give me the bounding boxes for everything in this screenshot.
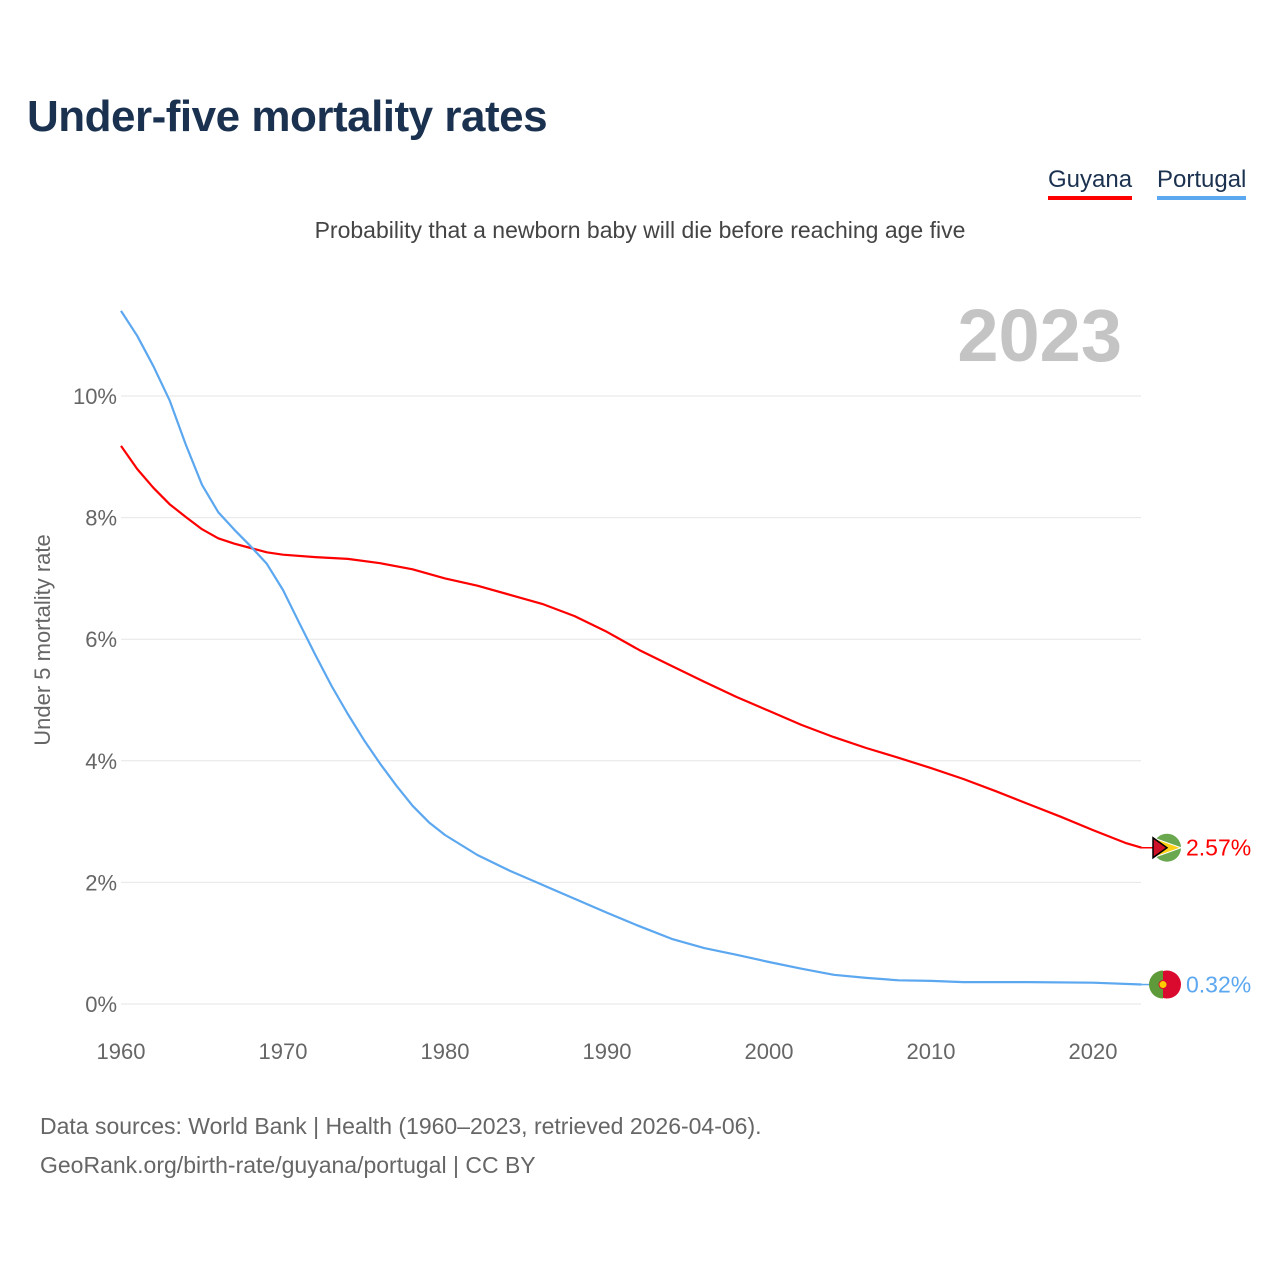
- series-line-portugal: [120, 310, 1142, 986]
- chart-title: Under-five mortality rates: [27, 92, 548, 141]
- year-label: 2023: [957, 294, 1122, 377]
- y-tick-label: 6%: [85, 627, 117, 652]
- x-tick-label: 1960: [97, 1039, 146, 1064]
- flag-part: [1152, 836, 1169, 860]
- x-tick-label: 2000: [745, 1039, 794, 1064]
- y-tick-label: 0%: [85, 992, 117, 1017]
- chart-subtitle: Probability that a newborn baby will die…: [314, 217, 966, 243]
- x-tick-label: 1990: [583, 1039, 632, 1064]
- x-tick-label: 2020: [1069, 1039, 1118, 1064]
- y-tick-label: 8%: [85, 506, 117, 531]
- flag-part: [1158, 980, 1168, 990]
- legend-guyana[interactable]: Guyana: [1048, 166, 1133, 200]
- y-tick-label: 4%: [85, 749, 117, 774]
- end-value-label: 0.32%: [1186, 972, 1251, 998]
- x-tick-label: 1970: [259, 1039, 308, 1064]
- source-note: Data sources: World Bank | Health (1960–…: [40, 1107, 762, 1185]
- x-tick-label: 1980: [421, 1039, 470, 1064]
- end-value-label: 2.57%: [1186, 835, 1251, 861]
- x-tick-label: 2010: [907, 1039, 956, 1064]
- y-axis-label: Under 5 mortality rate: [30, 534, 55, 746]
- y-tick-label: 2%: [85, 870, 117, 895]
- flag-part: [1149, 970, 1163, 999]
- source-line-2[interactable]: GeoRank.org/birth-rate/guyana/portugal |…: [40, 1152, 536, 1178]
- source-line-1: Data sources: World Bank | Health (1960–…: [40, 1113, 762, 1139]
- y-tick-label: 10%: [73, 384, 117, 409]
- legend-portugal[interactable]: Portugal: [1157, 166, 1247, 200]
- series-line-guyana: [120, 445, 1142, 849]
